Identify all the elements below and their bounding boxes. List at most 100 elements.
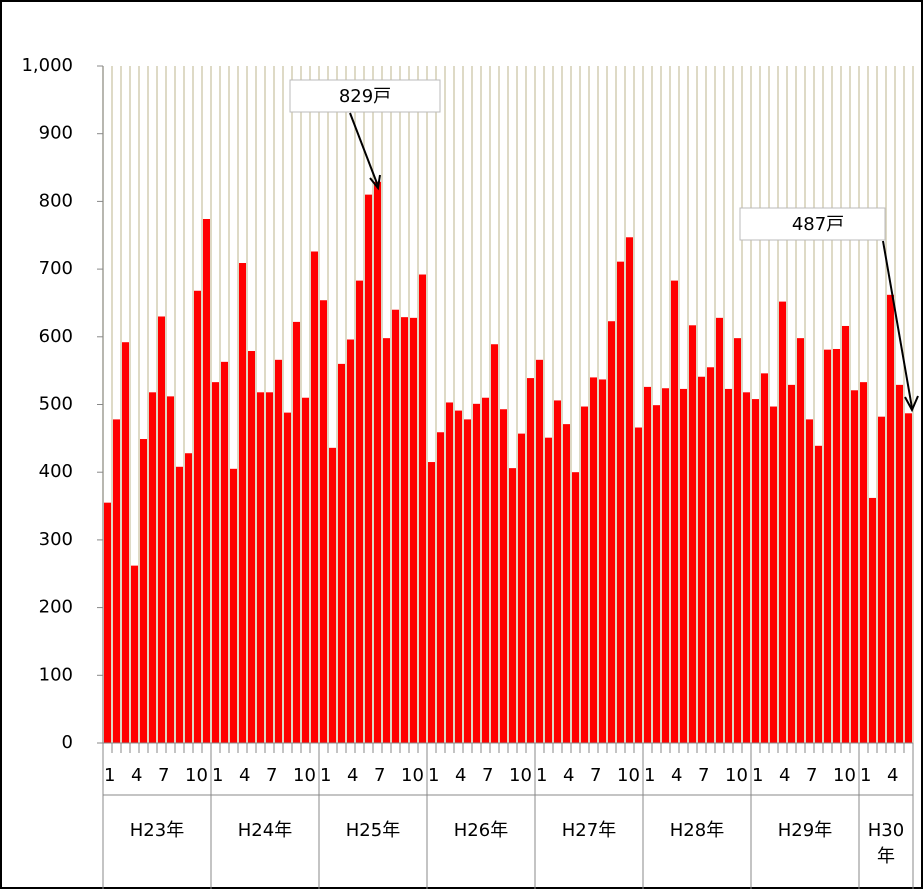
- group-label: H26年: [453, 820, 509, 841]
- y-tick-label: 300: [39, 529, 73, 550]
- bar: [688, 325, 697, 743]
- bar: [481, 397, 490, 743]
- bar: [850, 390, 859, 743]
- bar: [229, 468, 238, 743]
- bar: [814, 445, 823, 743]
- bar: [355, 280, 364, 743]
- group-label: H27年: [561, 820, 617, 841]
- x-tick-label: 1: [104, 765, 115, 786]
- bar: [544, 437, 553, 743]
- bar: [472, 403, 481, 743]
- bar: [463, 419, 472, 743]
- bar: [769, 406, 778, 743]
- bar: [283, 412, 292, 743]
- bar: [508, 468, 517, 743]
- y-tick-label: 200: [39, 597, 73, 618]
- bar: [310, 251, 319, 744]
- x-tick-label: 4: [239, 765, 250, 786]
- bar: [400, 317, 409, 743]
- x-tick-label: 1: [860, 765, 871, 786]
- bar: [589, 377, 598, 743]
- bar: [238, 263, 247, 743]
- y-tick-label: 800: [39, 190, 73, 211]
- bar: [346, 339, 355, 743]
- annotation-arrow: [882, 240, 913, 409]
- bar: [319, 300, 328, 743]
- x-tick-label: 4: [671, 765, 682, 786]
- bar: [193, 290, 202, 743]
- x-tick-label: 1: [752, 765, 763, 786]
- bar: [859, 382, 868, 743]
- bar: [301, 397, 310, 743]
- bar: [634, 427, 643, 743]
- bar: [409, 317, 418, 743]
- x-tick-label: 7: [374, 765, 385, 786]
- bar: [805, 419, 814, 743]
- bar: [796, 338, 805, 743]
- annotation: 829戸: [339, 86, 391, 107]
- bar: [742, 392, 751, 743]
- group-label: H29年: [777, 820, 833, 841]
- bar: [535, 359, 544, 743]
- bar: [724, 388, 733, 743]
- bar: [778, 301, 787, 743]
- bar: [436, 432, 445, 743]
- x-tick-label: 4: [347, 765, 358, 786]
- x-tick-label: 4: [455, 765, 466, 786]
- x-tick-label: 10: [293, 765, 316, 786]
- bar: [373, 181, 382, 744]
- bar: [580, 406, 589, 743]
- x-tick-label: 4: [563, 765, 574, 786]
- bar: [220, 361, 229, 743]
- bar: [328, 447, 337, 743]
- bar: [103, 502, 112, 743]
- bar: [679, 388, 688, 743]
- bar: [625, 237, 634, 743]
- bar: [517, 433, 526, 743]
- bar: [895, 384, 904, 743]
- x-tick-label: 7: [590, 765, 601, 786]
- bar: [706, 367, 715, 743]
- bar: [661, 388, 670, 743]
- bar: [247, 351, 256, 743]
- bar: [877, 416, 886, 743]
- y-tick-label: 1,000: [21, 55, 73, 76]
- annotation: 487戸: [792, 214, 844, 235]
- bar: [499, 409, 508, 743]
- group-label: H28年: [669, 820, 725, 841]
- x-tick-label: 4: [779, 765, 790, 786]
- bar: [526, 378, 535, 743]
- x-tick-label: 1: [428, 765, 439, 786]
- bar: [490, 344, 499, 743]
- bar: [886, 294, 895, 743]
- bar: [211, 382, 220, 743]
- bar: [382, 338, 391, 743]
- x-tick-label: 7: [158, 765, 169, 786]
- annotation-arrow: [349, 112, 379, 187]
- bar: [157, 316, 166, 743]
- y-tick-label: 0: [62, 732, 73, 753]
- group-label: H25年: [345, 820, 401, 841]
- bar: [454, 410, 463, 743]
- x-tick-label: 10: [617, 765, 640, 786]
- y-tick-label: 600: [39, 326, 73, 347]
- group-label: H23年: [129, 820, 185, 841]
- x-tick-label: 4: [887, 765, 898, 786]
- bar: [418, 274, 427, 743]
- annotation-box: [289, 79, 441, 113]
- bar: [337, 363, 346, 743]
- y-tick-label: 500: [39, 394, 73, 415]
- bar: [112, 419, 121, 743]
- bar: [148, 392, 157, 743]
- bar: [607, 321, 616, 743]
- bar: [571, 472, 580, 743]
- bar: [445, 402, 454, 743]
- bar: [904, 413, 913, 743]
- x-tick-label: 10: [725, 765, 748, 786]
- arrow-head: [904, 395, 919, 413]
- bar: [265, 392, 274, 743]
- bar: [616, 261, 625, 743]
- bar: [670, 280, 679, 743]
